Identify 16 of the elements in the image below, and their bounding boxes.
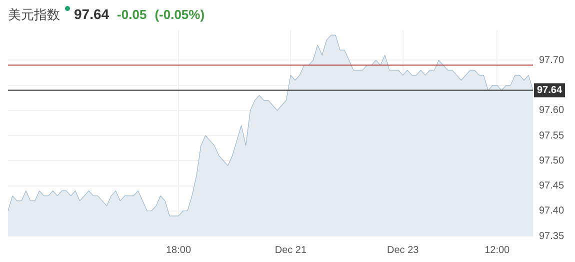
text: 97.64 xyxy=(74,6,110,22)
y-tick-label: 97.35 xyxy=(539,230,564,242)
y-tick-label: 97.40 xyxy=(539,206,564,217)
y-tick-label: 97.60 xyxy=(539,105,564,116)
text: (-0.05%) xyxy=(154,7,205,22)
y-tick-label: 97.45 xyxy=(539,180,564,192)
chart-title: 美元指数 xyxy=(8,7,60,24)
y-tick-label: 97.55 xyxy=(539,130,564,142)
x-tick-label: 12:00 xyxy=(484,244,510,256)
text: -0.05 xyxy=(117,7,147,22)
x-tick-label: 18:00 xyxy=(166,244,192,256)
ref-line-label: 97.64 xyxy=(537,85,562,96)
x-tick-label: Dec 23 xyxy=(387,244,420,256)
y-tick-label: 97.50 xyxy=(539,155,564,166)
y-tick-label: 97.70 xyxy=(539,54,564,66)
x-tick-label: Dec 21 xyxy=(274,244,307,256)
